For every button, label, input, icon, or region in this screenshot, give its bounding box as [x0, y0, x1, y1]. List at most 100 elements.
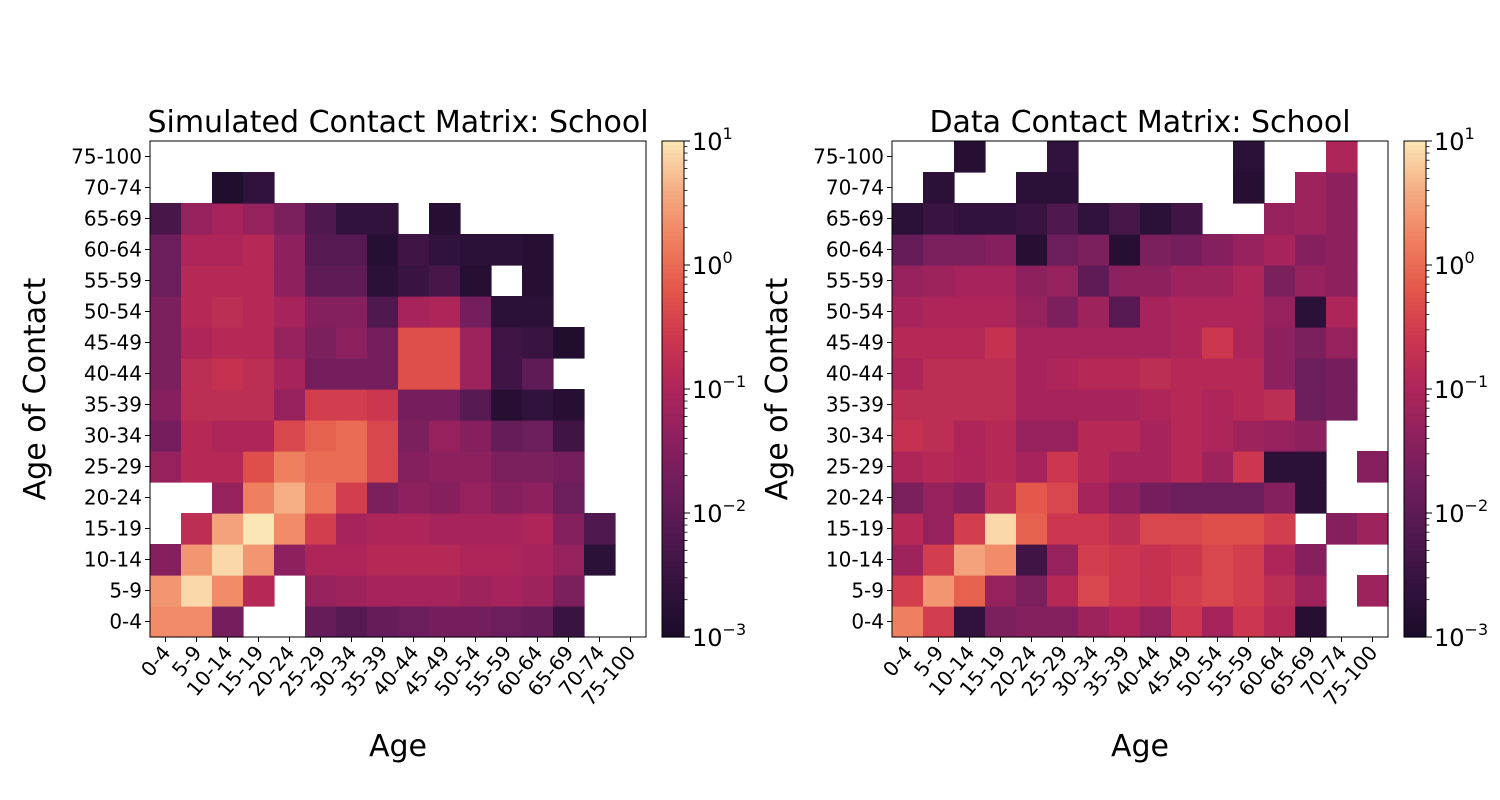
data-y-tick-label: 30-34 — [826, 424, 884, 448]
data-cell — [1264, 265, 1296, 297]
data-colorbar-band — [1404, 372, 1426, 378]
simulated-colorbar-band — [662, 546, 684, 551]
simulated-cell — [491, 234, 523, 266]
simulated-colorbar-band — [662, 368, 684, 374]
data-cell — [1295, 203, 1327, 235]
data-y-tick-label: 45-49 — [826, 331, 884, 355]
simulated-plot-frame — [149, 140, 647, 638]
simulated-cell — [212, 420, 244, 452]
simulated-colorbar-band — [662, 413, 684, 419]
simulated-colorbar-band — [662, 351, 684, 357]
data-colorbar-band — [1404, 442, 1426, 448]
data-cell — [1078, 234, 1110, 266]
data-cell — [1171, 513, 1203, 545]
simulated-cell — [398, 358, 430, 390]
data-cell — [1233, 327, 1265, 359]
simulated-cell — [212, 606, 244, 638]
data-colorbar-band — [1404, 310, 1426, 316]
data-y-axis-label: Age of Contact — [760, 277, 795, 500]
data-colorbar-band — [1404, 314, 1426, 320]
data-cell — [1016, 482, 1048, 514]
simulated-colorbar-band — [662, 298, 684, 303]
data-cell — [1295, 296, 1327, 328]
data-colorbar-band — [1404, 376, 1426, 382]
data-y-tick-label: 0-4 — [851, 610, 884, 634]
data-cell — [1233, 265, 1265, 297]
data-colorbar-band — [1404, 306, 1426, 312]
simulated-colorbar-band — [662, 165, 684, 171]
simulated-cell — [367, 296, 399, 328]
data-colorbar-band — [1404, 343, 1426, 349]
simulated-cell — [398, 575, 430, 607]
data-cell — [1233, 544, 1265, 576]
data-cell — [1264, 234, 1296, 266]
simulated-colorbar-band — [662, 484, 684, 489]
simulated-cell — [336, 265, 368, 297]
simulated-heatmap-panel: Simulated Contact Matrix: School 0-4 5-9 1… — [18, 105, 746, 764]
simulated-y-tick-label: 75-100 — [71, 145, 142, 169]
simulated-cell — [243, 296, 275, 328]
data-y-tick-label: 75-100 — [813, 145, 884, 169]
simulated-cell — [305, 234, 337, 266]
data-colorbar-band — [1404, 492, 1426, 498]
data-cell — [1140, 327, 1172, 359]
data-cell — [1047, 606, 1079, 638]
data-colorbar-band — [1404, 236, 1426, 241]
simulated-cell — [150, 420, 182, 452]
data-cell — [1233, 389, 1265, 421]
data-colorbar-band — [1404, 612, 1426, 617]
data-colorbar-tick-label: 10−2 — [1434, 496, 1488, 528]
data-cell — [892, 513, 924, 545]
simulated-colorbar-band — [662, 566, 684, 572]
data-colorbar-tick-label: 10−3 — [1434, 620, 1488, 652]
simulated-cell — [212, 389, 244, 421]
data-cell — [1202, 513, 1234, 545]
simulated-cell — [460, 544, 492, 576]
data-cell — [1016, 389, 1048, 421]
simulated-colorbar-band — [662, 194, 684, 200]
simulated-cell — [553, 482, 585, 514]
simulated-cell — [429, 482, 461, 514]
data-colorbar-band — [1404, 389, 1426, 394]
data-colorbar-band — [1404, 587, 1426, 593]
simulated-cell — [243, 234, 275, 266]
simulated-cell — [522, 606, 554, 638]
data-colorbar-band — [1404, 149, 1426, 154]
simulated-colorbar-band — [662, 570, 684, 576]
simulated-colorbar-band — [662, 430, 684, 436]
simulated-cell — [181, 451, 213, 483]
data-colorbar-band — [1404, 554, 1426, 560]
data-title: Data Contact Matrix: School — [929, 105, 1350, 140]
data-colorbar-band — [1404, 293, 1426, 299]
data-colorbar-band — [1404, 570, 1426, 576]
simulated-y-tick-label: 10-14 — [84, 548, 142, 572]
data-colorbar-band — [1404, 277, 1426, 283]
simulated-colorbar-band — [662, 364, 684, 369]
data-cell — [892, 358, 924, 390]
simulated-y-tick-label: 50-54 — [84, 300, 142, 324]
simulated-cell — [243, 358, 275, 390]
data-cell — [1171, 420, 1203, 452]
simulated-cell — [181, 234, 213, 266]
simulated-cell — [522, 420, 554, 452]
data-colorbar-band — [1404, 141, 1426, 146]
simulated-cell — [367, 234, 399, 266]
data-colorbar-band — [1404, 430, 1426, 436]
data-cell — [1047, 296, 1079, 328]
simulated-cell — [367, 451, 399, 483]
data-cell — [985, 513, 1017, 545]
simulated-cell — [460, 482, 492, 514]
simulated-colorbar-band — [662, 203, 684, 208]
simulated-colorbar-band — [662, 244, 684, 250]
simulated-cell — [305, 327, 337, 359]
simulated-cell — [336, 203, 368, 235]
simulated-cell — [336, 482, 368, 514]
simulated-cell — [522, 389, 554, 421]
data-cell — [1109, 203, 1141, 235]
simulated-cell — [274, 327, 306, 359]
data-colorbar-band — [1404, 331, 1426, 336]
data-cell — [985, 296, 1017, 328]
simulated-cell — [212, 296, 244, 328]
data-colorbar-band — [1404, 360, 1426, 365]
